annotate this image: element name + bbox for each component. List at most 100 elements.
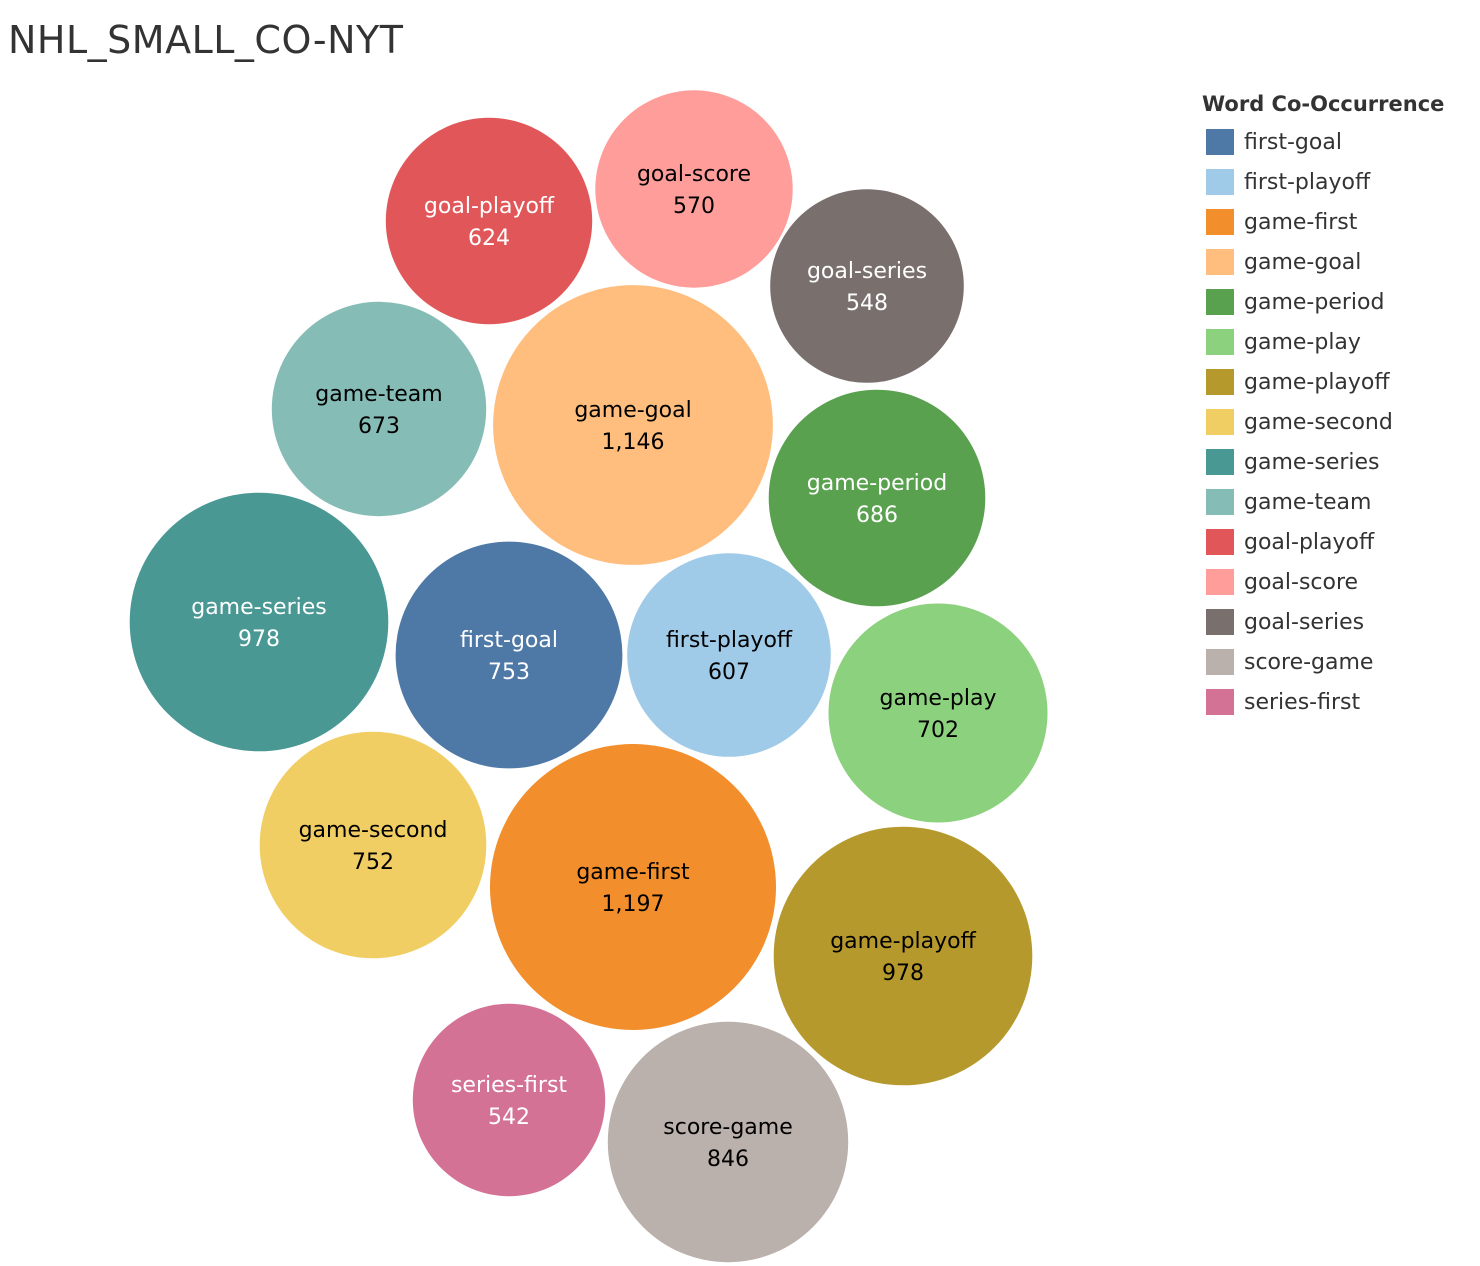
legend-swatch	[1206, 649, 1234, 675]
legend-item-goal-series[interactable]: goal-series	[1202, 602, 1472, 642]
legend-item-goal-score[interactable]: goal-score	[1202, 562, 1472, 602]
bubble-value-first-playoff: 607	[708, 660, 750, 685]
bubble-circle-game-play[interactable]	[828, 603, 1048, 823]
bubble-value-series-first: 542	[488, 1105, 530, 1130]
legend-label: game-second	[1244, 409, 1393, 435]
bubble-value-first-goal: 753	[488, 660, 530, 685]
legend-item-first-playoff[interactable]: first-playoff	[1202, 162, 1472, 202]
legend-item-game-first[interactable]: game-first	[1202, 202, 1472, 242]
bubble-value-game-first: 1,197	[602, 892, 665, 917]
bubble-circle-first-playoff[interactable]	[627, 553, 831, 757]
bubble-chart: first-goal 753 first-playoff 607 game-first 1…	[129, 90, 1048, 1263]
legend-label: game-playoff	[1244, 369, 1390, 395]
legend-label: game-series	[1244, 449, 1380, 475]
legend-swatch	[1206, 529, 1234, 555]
bubble-name-series-first: series-first	[451, 1073, 567, 1098]
legend-label: first-goal	[1244, 129, 1342, 155]
legend-swatch	[1206, 129, 1234, 155]
bubble-value-game-play: 702	[917, 718, 959, 743]
bubble-circle-series-first[interactable]	[412, 1003, 606, 1197]
legend-item-game-second[interactable]: game-second	[1202, 402, 1472, 442]
bubble-value-game-period: 686	[856, 503, 898, 528]
bubble-game-second[interactable]: game-second 752	[259, 731, 487, 959]
bubble-value-game-series: 978	[238, 627, 280, 652]
bubble-first-goal[interactable]: first-goal 753	[395, 541, 623, 769]
bubble-game-series[interactable]: game-series 978	[129, 492, 389, 752]
bubble-series-first[interactable]: series-first 542	[412, 1003, 606, 1197]
bubble-name-goal-playoff: goal-playoff	[424, 194, 555, 219]
legend-item-game-play[interactable]: game-play	[1202, 322, 1472, 362]
bubble-goal-series[interactable]: goal-series 548	[770, 189, 964, 383]
bubble-name-first-goal: first-goal	[460, 628, 558, 653]
bubble-name-goal-series: goal-series	[807, 259, 927, 284]
bubble-circle-goal-playoff[interactable]	[385, 117, 593, 325]
bubble-first-playoff[interactable]: first-playoff 607	[627, 553, 831, 757]
legend: Word Co-Occurrence first-goal first-playo…	[1202, 92, 1472, 722]
legend-item-game-series[interactable]: game-series	[1202, 442, 1472, 482]
legend-label: game-first	[1244, 209, 1358, 235]
bubble-circle-score-game[interactable]	[607, 1021, 849, 1263]
bubble-circle-game-first[interactable]	[490, 744, 776, 1030]
bubble-name-game-series: game-series	[191, 595, 327, 620]
bubble-value-goal-playoff: 624	[468, 226, 510, 251]
bubble-game-team[interactable]: game-team 673	[271, 301, 487, 517]
legend-item-series-first[interactable]: series-first	[1202, 682, 1472, 722]
bubble-game-first[interactable]: game-first 1,197	[490, 744, 776, 1030]
bubble-circle-first-goal[interactable]	[395, 541, 623, 769]
bubble-circle-game-playoff[interactable]	[773, 826, 1033, 1086]
bubble-value-score-game: 846	[707, 1147, 749, 1172]
legend-item-goal-playoff[interactable]: goal-playoff	[1202, 522, 1472, 562]
bubble-value-game-goal: 1,146	[602, 430, 665, 455]
legend-item-first-goal[interactable]: first-goal	[1202, 122, 1472, 162]
bubble-value-game-playoff: 978	[882, 961, 924, 986]
legend-item-game-period[interactable]: game-period	[1202, 282, 1472, 322]
legend-items: first-goal first-playoff game-first game-go…	[1202, 122, 1472, 722]
legend-item-game-team[interactable]: game-team	[1202, 482, 1472, 522]
legend-label: series-first	[1244, 689, 1361, 715]
bubble-name-game-team: game-team	[315, 382, 442, 407]
bubble-name-goal-score: goal-score	[637, 162, 751, 187]
legend-swatch	[1206, 409, 1234, 435]
bubble-value-game-second: 752	[352, 850, 394, 875]
bubble-goal-score[interactable]: goal-score 570	[595, 90, 793, 288]
legend-swatch	[1206, 689, 1234, 715]
bubble-game-goal[interactable]: game-goal 1,146	[493, 285, 773, 565]
bubble-score-game[interactable]: score-game 846	[607, 1021, 849, 1263]
legend-item-game-goal[interactable]: game-goal	[1202, 242, 1472, 282]
legend-swatch	[1206, 569, 1234, 595]
legend-label: game-period	[1244, 289, 1385, 315]
bubble-value-goal-score: 570	[673, 194, 715, 219]
legend-swatch	[1206, 369, 1234, 395]
legend-label: score-game	[1244, 649, 1374, 675]
bubble-game-period[interactable]: game-period 686	[768, 389, 986, 607]
legend-item-score-game[interactable]: score-game	[1202, 642, 1472, 682]
legend-label: goal-playoff	[1244, 529, 1375, 555]
bubble-game-playoff[interactable]: game-playoff 978	[773, 826, 1033, 1086]
bubble-name-game-second: game-second	[299, 818, 448, 843]
legend-swatch	[1206, 289, 1234, 315]
bubble-circle-goal-score[interactable]	[595, 90, 793, 288]
bubble-game-play[interactable]: game-play 702	[828, 603, 1048, 823]
bubble-circle-game-series[interactable]	[129, 492, 389, 752]
bubble-name-first-playoff: first-playoff	[666, 628, 793, 653]
bubble-goal-playoff[interactable]: goal-playoff 624	[385, 117, 593, 325]
legend-label: first-playoff	[1244, 169, 1371, 195]
legend-swatch	[1206, 209, 1234, 235]
legend-label: game-goal	[1244, 249, 1362, 275]
legend-swatch	[1206, 449, 1234, 475]
legend-item-game-playoff[interactable]: game-playoff	[1202, 362, 1472, 402]
bubble-circle-game-second[interactable]	[259, 731, 487, 959]
bubble-value-goal-series: 548	[846, 291, 888, 316]
legend-title: Word Co-Occurrence	[1202, 92, 1445, 116]
bubble-circle-game-team[interactable]	[271, 301, 487, 517]
bubble-value-game-team: 673	[358, 414, 400, 439]
bubble-name-game-period: game-period	[807, 471, 947, 496]
legend-swatch	[1206, 329, 1234, 355]
legend-label: goal-series	[1244, 609, 1365, 635]
bubble-name-game-first: game-first	[576, 860, 690, 885]
chart-title: NHL_SMALL_CO-NYT	[8, 18, 404, 62]
bubble-circle-goal-series[interactable]	[770, 189, 964, 383]
bubble-circle-game-goal[interactable]	[493, 285, 773, 565]
legend-label: game-team	[1244, 489, 1372, 515]
bubble-circle-game-period[interactable]	[768, 389, 986, 607]
